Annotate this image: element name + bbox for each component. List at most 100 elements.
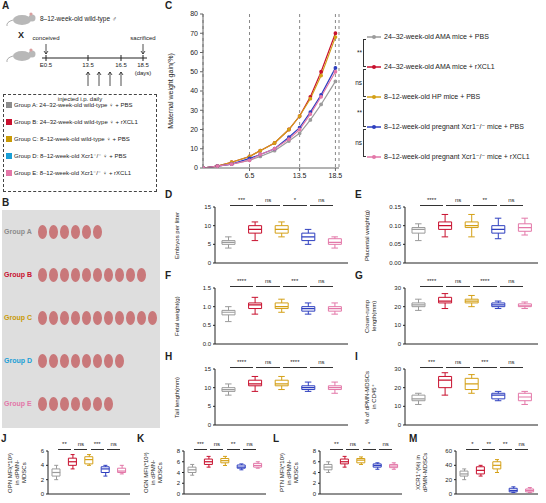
html-text:Group E: Group E	[4, 400, 32, 407]
svg-text:15: 15	[204, 204, 211, 210]
svg-text:13.5: 13.5	[293, 172, 307, 179]
svg-text:20: 20	[445, 477, 452, 483]
html-text:Group A: Group A	[4, 228, 32, 235]
html-text:Crown-rump length(mm): Crown-rump length(mm)	[364, 299, 377, 333]
html-text:A: A	[2, 0, 10, 11]
svg-text:20: 20	[394, 304, 401, 310]
html-text:injected i.p. daily: injected i.p. daily	[57, 96, 103, 102]
svg-text:30: 30	[394, 366, 401, 372]
svg-text:8: 8	[313, 448, 317, 454]
svg-text:20: 20	[394, 385, 401, 391]
svg-text:0.00: 0.00	[389, 260, 401, 266]
svg-text:0: 0	[208, 422, 212, 428]
svg-text:2: 2	[313, 480, 317, 486]
html-text:(days): (days)	[134, 70, 152, 76]
svg-text:60: 60	[445, 448, 452, 454]
html-text:8–12-week-old HP mice + PBS: 8–12-week-old HP mice + PBS	[384, 93, 481, 100]
html-text:OPN MFI(*10³) in dPMN-MDSCs: OPN MFI(*10³) in dPMN-MDSCs	[7, 452, 27, 493]
svg-text:0.05: 0.05	[389, 241, 401, 247]
svg-text:5: 5	[208, 403, 212, 409]
svg-text:80: 80	[190, 10, 198, 17]
svg-text:Maternal weight gain(%): Maternal weight gain(%)	[167, 53, 175, 128]
svg-text:30: 30	[394, 285, 401, 291]
svg-text:8: 8	[177, 448, 181, 454]
html-text:D: D	[165, 189, 173, 200]
svg-text:60: 60	[190, 49, 198, 56]
svg-text:5: 5	[208, 241, 212, 247]
svg-text:2: 2	[41, 477, 45, 483]
html-text:XCR1⁺(%) in dPMN-MDSCs: XCR1⁺(%) in dPMN-MDSCs	[415, 452, 428, 493]
html-text:Embryos per litter: Embryos per litter	[174, 211, 180, 259]
html-text:8–12-week-old wild-type ♂: 8–12-week-old wild-type ♂	[40, 15, 117, 22]
svg-text:4: 4	[41, 462, 45, 468]
svg-text:10: 10	[394, 322, 401, 328]
svg-text:4: 4	[177, 470, 181, 476]
svg-text:40: 40	[445, 462, 452, 468]
html-text:Group B: 24–32-week-old wild-t: Group B: 24–32-week-old wild-type ♀ + rX…	[14, 119, 138, 125]
svg-text:2: 2	[177, 480, 181, 486]
svg-text:40: 40	[190, 87, 198, 94]
html-text:sacrificed: sacrificed	[130, 35, 156, 41]
svg-text:0: 0	[398, 422, 402, 428]
svg-text:0: 0	[177, 491, 181, 497]
html-text:Group A: 24–32-week-old wild-t: Group A: 24–32-week-old wild-type ♀ + PB…	[14, 102, 133, 108]
svg-text:10: 10	[394, 403, 401, 409]
html-text:Group D: 8–12-week-old Xcr1⁻/⁻: Group D: 8–12-week-old Xcr1⁻/⁻ ♀ + PBS	[14, 153, 127, 159]
svg-text:10: 10	[204, 223, 211, 229]
html-text:E: E	[355, 189, 362, 200]
svg-text:0: 0	[398, 341, 402, 347]
html-text:Group D: Group D	[4, 357, 32, 364]
html-text:18.5: 18.5	[137, 62, 149, 68]
svg-text:6: 6	[41, 448, 45, 454]
svg-text:4: 4	[313, 470, 317, 476]
html-text:X: X	[18, 30, 24, 40]
html-text:C: C	[165, 0, 173, 11]
html-text:Group B: Group B	[4, 271, 32, 278]
html-text:OGN MFI(*10³) in dPMN-MDSCs: OGN MFI(*10³) in dPMN-MDSCs	[143, 452, 163, 493]
html-text:13.5: 13.5	[82, 62, 94, 68]
html-text:G: G	[355, 270, 363, 281]
svg-text:0: 0	[41, 491, 45, 497]
html-text:Group E: 8–12-week-old Xcr1⁻/⁻: Group E: 8–12-week-old Xcr1⁻/⁻ ♀ + rXCL1	[14, 170, 132, 176]
html-text:K: K	[137, 433, 145, 444]
html-text:Group C: Group C	[4, 314, 32, 321]
html-text:E0.5: E0.5	[39, 62, 53, 68]
svg-text:1.0: 1.0	[203, 304, 212, 310]
svg-text:6: 6	[177, 459, 181, 465]
svg-text:1.5: 1.5	[203, 285, 212, 291]
html-text:24–32-week-old AMA mice + PBS: 24–32-week-old AMA mice + PBS	[384, 33, 489, 40]
html-text:H: H	[165, 351, 173, 362]
html-text:PTN MFI(*10³) in dPMN-MDSCs: PTN MFI(*10³) in dPMN-MDSCs	[279, 453, 299, 492]
svg-text:0: 0	[313, 491, 317, 497]
svg-text:10: 10	[190, 145, 198, 152]
html-text:16.5: 16.5	[115, 62, 127, 68]
svg-text:0: 0	[194, 164, 198, 171]
svg-text:0.0: 0.0	[203, 341, 212, 347]
html-text:conceived: conceived	[32, 35, 60, 41]
svg-text:15: 15	[204, 366, 211, 372]
html-text:% of dPMN-MDSCs in CD45⁺: % of dPMN-MDSCs in CD45⁺	[364, 370, 377, 424]
svg-text:0.10: 0.10	[389, 223, 401, 229]
svg-text:0: 0	[208, 260, 212, 266]
html-text:ns: ns	[355, 139, 362, 146]
html-text:8–12-week-old pregnant Xcr1⁻/⁻: 8–12-week-old pregnant Xcr1⁻/⁻ mice + rX…	[384, 153, 530, 160]
html-text:24–32-week-old AMA mice + rXCL: 24–32-week-old AMA mice + rXCL1	[384, 63, 495, 70]
svg-text:0.5: 0.5	[203, 322, 212, 328]
html-text:B: B	[2, 197, 10, 208]
html-text:8–12-week-old pregnant Xcr1⁻/⁻: 8–12-week-old pregnant Xcr1⁻/⁻ mice + PB…	[384, 123, 524, 130]
svg-text:50: 50	[190, 68, 198, 75]
html-text:F: F	[165, 270, 172, 281]
html-text:ns: ns	[355, 79, 362, 86]
svg-text:0.15: 0.15	[389, 204, 401, 210]
html-text:Group C: 8–12-week-old wild-ty: Group C: 8–12-week-old wild-type ♀ + PBS	[14, 136, 130, 142]
svg-text:10: 10	[204, 385, 211, 391]
svg-text:0: 0	[449, 491, 453, 497]
html-text:L: L	[273, 433, 280, 444]
svg-text:20: 20	[190, 126, 198, 133]
svg-text:6: 6	[313, 459, 317, 465]
svg-text:6.5: 6.5	[245, 172, 255, 179]
svg-text:30: 30	[190, 107, 198, 114]
html-text:M: M	[409, 433, 418, 444]
svg-text:18.5: 18.5	[329, 172, 343, 179]
svg-text:70: 70	[190, 30, 198, 37]
